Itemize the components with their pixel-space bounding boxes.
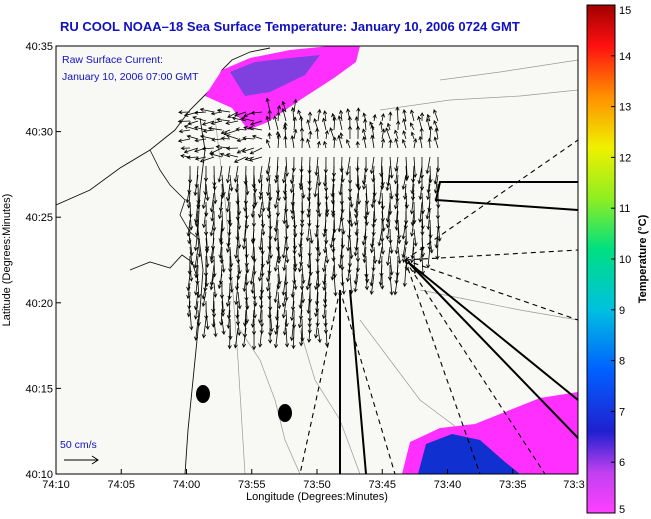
colorbar-tick-label: 7: [619, 406, 625, 418]
x-tick-label: 73:3: [563, 479, 584, 491]
x-tick-label: 73:50: [303, 479, 331, 491]
colorbar: [587, 5, 615, 513]
y-tick-label: 40:25: [25, 212, 53, 224]
buoy-marker: [196, 385, 210, 403]
annotation-line-1: Raw Surface Current:: [62, 54, 163, 66]
x-tick-label: 73:40: [434, 479, 462, 491]
y-tick-label: 40:10: [25, 469, 53, 481]
y-tick-label: 40:20: [25, 298, 53, 310]
x-tick-label: 73:45: [368, 479, 396, 491]
colorbar-label: Temperature (°C): [637, 214, 649, 303]
colorbar-tick-label: 10: [619, 254, 631, 266]
y-tick-label: 40:15: [25, 383, 53, 395]
buoy-marker: [278, 404, 292, 422]
plot-background: [56, 46, 578, 474]
y-tick-label: 40:35: [25, 41, 53, 53]
plot-area: 50 cm/s Raw Surface Current: January 10,…: [56, 46, 578, 474]
x-tick-label: 73:55: [238, 479, 266, 491]
colorbar-tick-label: 12: [619, 152, 631, 164]
colorbar-tick-label: 5: [619, 504, 625, 516]
colorbar-tick-label: 9: [619, 305, 625, 317]
x-axis-label: Longitude (Degrees:Minutes): [246, 491, 388, 503]
scale-label: 50 cm/s: [60, 439, 97, 451]
x-tick-label: 74:05: [107, 479, 135, 491]
y-tick-label: 40:30: [25, 127, 53, 139]
colorbar-tick-label: 11: [619, 203, 630, 215]
colorbar-tick-label: 8: [619, 356, 625, 368]
colorbar-tick-label: 13: [619, 102, 631, 114]
colorbar-tick-label: 14: [619, 51, 631, 63]
colorbar-tick-label: 15: [619, 5, 631, 17]
annotation-line-2: January 10, 2006 07:00 GMT: [62, 71, 199, 83]
y-axis-label: Latitude (Degrees:Minutes): [1, 194, 13, 327]
x-tick-label: 74:00: [173, 479, 201, 491]
chart-title: RU COOL NOAA–18 Sea Surface Temperature:…: [60, 19, 520, 34]
x-tick-label: 73:35: [499, 479, 527, 491]
colorbar-tick-label: 6: [619, 457, 625, 469]
